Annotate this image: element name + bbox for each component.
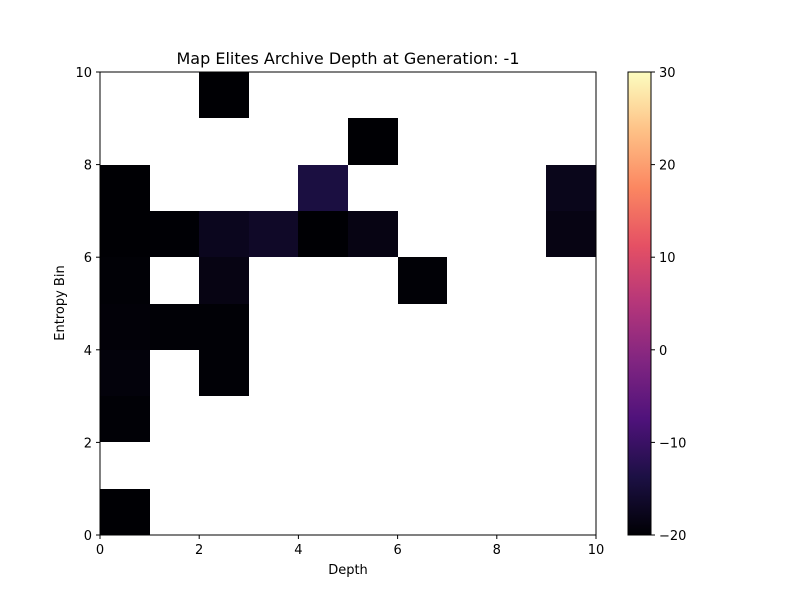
colorbar-tick-label: −20 <box>659 529 686 544</box>
x-tick-label: 10 <box>588 543 605 558</box>
heatmap-cell <box>546 165 596 211</box>
heatmap-cell <box>100 350 150 396</box>
x-axis-label: Depth <box>328 563 368 578</box>
colorbar-tick-label: 30 <box>659 66 676 81</box>
heatmap-cell <box>199 350 249 396</box>
y-tick-label: 2 <box>84 436 92 451</box>
heatmap-cells <box>100 72 596 535</box>
y-tick-label: 4 <box>84 344 92 359</box>
chart-title: Map Elites Archive Depth at Generation: … <box>176 49 519 68</box>
plot-frame <box>99 71 597 536</box>
heatmap-cell <box>150 304 199 350</box>
colorbar-axis: −20 −10 0 10 20 30 <box>651 66 686 544</box>
x-tick-label: 2 <box>195 543 203 558</box>
x-axis: 0 2 4 6 8 10 <box>96 535 604 558</box>
heatmap-cell <box>249 211 298 257</box>
colorbar <box>627 71 652 536</box>
y-axis: 0 2 4 6 8 10 <box>75 66 100 544</box>
y-tick-label: 6 <box>84 251 92 266</box>
y-tick-label: 0 <box>84 529 92 544</box>
colorbar-tick-label: 0 <box>659 344 667 359</box>
y-tick-label: 10 <box>75 66 92 81</box>
heatmap-cell <box>199 257 249 304</box>
heatmap-cell <box>546 211 596 257</box>
y-axis-label: Entropy Bin <box>53 265 68 340</box>
x-tick-label: 6 <box>393 543 401 558</box>
heatmap-cell <box>150 211 199 257</box>
heatmap-cell <box>348 118 398 165</box>
heatmap-cell <box>199 211 249 257</box>
heatmap-cell <box>199 304 249 350</box>
heatmap-cell <box>100 396 150 442</box>
x-tick-label: 0 <box>96 543 104 558</box>
heatmap-cell <box>398 257 447 304</box>
heatmap-cell <box>298 211 348 257</box>
colorbar-tick-label: −10 <box>659 436 686 451</box>
heatmap-cell <box>100 165 150 211</box>
colorbar-tick-label: 10 <box>659 251 676 266</box>
colorbar-tick-label: 20 <box>659 159 676 174</box>
heatmap-cell <box>100 211 150 257</box>
x-tick-label: 4 <box>294 543 302 558</box>
heatmap-cell <box>100 304 150 350</box>
x-tick-label: 8 <box>493 543 501 558</box>
heatmap-cell <box>100 257 150 304</box>
y-tick-label: 8 <box>84 159 92 174</box>
heatmap-cell <box>348 211 398 257</box>
heatmap-cell <box>298 165 348 211</box>
heatmap-cell <box>100 489 150 535</box>
heatmap-cell <box>199 72 249 118</box>
